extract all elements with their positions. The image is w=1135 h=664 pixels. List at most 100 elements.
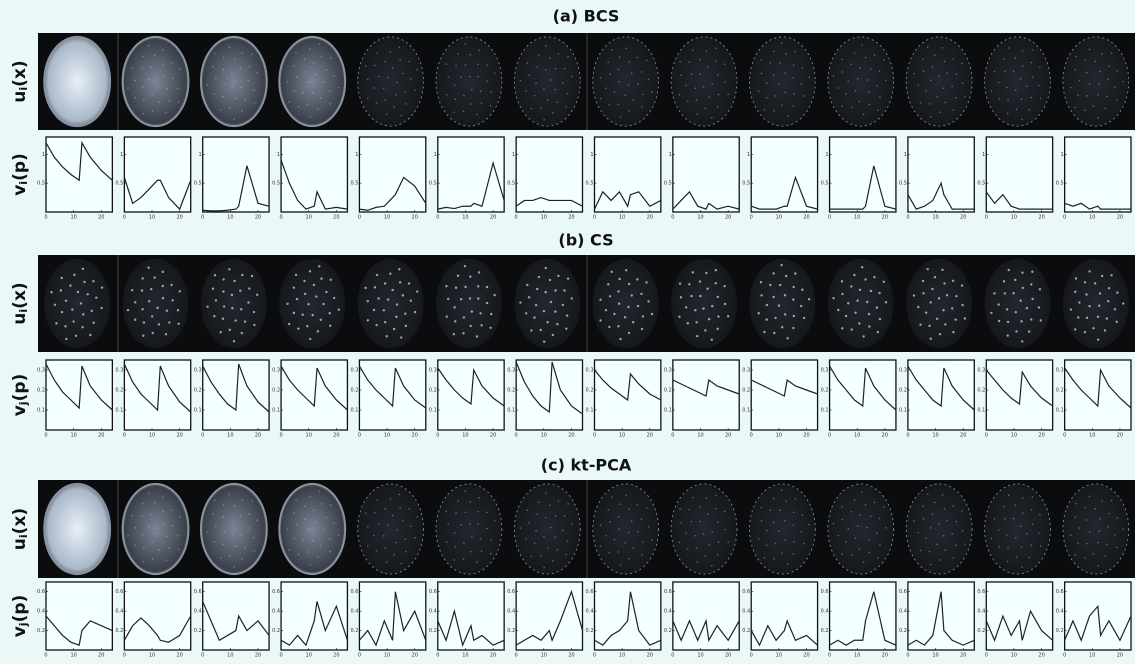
brain-speckle [689,509,691,511]
y-tick-label: 0.2 [272,388,280,394]
x-tick-label: 20 [725,215,731,221]
brain-speckle [65,300,67,302]
label-rest: (x) [10,60,30,87]
x-tick-label: 0 [515,215,518,221]
brain-speckle [691,73,693,75]
plot-frame [1065,360,1131,430]
brain-speckle [295,52,297,54]
y-tick-label: 0.3 [977,368,985,374]
brain-speckle [646,60,648,62]
x-tick-label: 0 [436,215,439,221]
brain-speckle [1108,513,1110,515]
brain-speckle [651,313,653,315]
brain-speckle [166,88,168,90]
brain-speckle [536,66,538,68]
brain-speckle [396,542,398,544]
plot-frame [908,137,974,212]
brain-speckle [1020,525,1022,527]
y-tick-label: 0.1 [507,408,515,414]
brain-speckle [142,334,144,336]
x-tick-label: 10 [384,433,390,439]
brain-speckle [866,527,868,529]
y-tick-label: 0.4 [977,609,985,615]
brain-speckle [619,503,621,505]
brain-speckle [648,526,650,528]
y-tick-label: 0.6 [977,589,985,595]
brain-speckle [367,300,369,302]
brain-speckle [637,504,639,506]
brain-speckle [148,492,150,494]
brain-speckle [765,318,767,320]
brain-image [44,259,110,348]
y-tick-label: 1 [434,152,437,158]
brain-speckle [296,76,298,78]
y-tick-label: 0.6 [664,589,672,595]
brain-speckle [618,551,620,553]
y-tick-label: 0.1 [821,408,829,414]
brain-speckle [540,107,542,109]
y-tick-label: 1 [120,152,123,158]
y-tick-label: 0.6 [1056,589,1064,595]
brain-speckle [571,297,573,299]
brain-image [828,259,894,348]
x-tick-label: 10 [306,215,312,221]
brain-speckle [724,81,726,83]
brain-speckle [229,329,231,331]
brain-speckle [463,316,465,318]
brain-speckle [214,93,216,95]
brain-speckle [214,541,216,543]
brain-speckle [446,94,448,96]
brain-speckle [72,320,74,322]
brain-speckle [628,110,630,112]
plot-frame [359,360,425,430]
brain-speckle [1077,95,1079,97]
plot-frame [46,582,112,650]
x-tick-label: 20 [333,653,339,659]
brain-speckle [469,297,471,299]
x-tick-label: 10 [70,215,76,221]
plot-frame [281,360,347,430]
brain-speckle [1098,83,1100,85]
brain-speckle [387,298,389,300]
x-tick-label: 10 [1089,653,1095,659]
y-tick-label: 0.5 [586,181,594,187]
y-tick-label: 0.5 [664,181,672,187]
brain-speckle [991,90,993,92]
brain-speckle [241,332,243,334]
brain-speckle [54,304,56,306]
brain-speckle [302,92,304,94]
brain-speckle [393,328,395,330]
brain-speckle [378,76,380,78]
brain-speckle [913,294,915,296]
brain-speckle [946,72,948,74]
plot-frame [203,360,269,430]
brain-speckle [800,83,802,85]
x-tick-label: 20 [176,433,182,439]
brain-speckle [528,74,530,76]
brain-speckle [1074,291,1076,293]
brain-speckle [868,104,870,106]
y-tick-label: 0.4 [272,609,280,615]
brain-speckle [784,92,786,94]
brain-speckle [489,327,491,329]
brain-speckle [792,327,794,329]
x-tick-label: 20 [568,653,574,659]
brain-speckle [212,287,214,289]
brain-speckle [399,46,401,48]
brain-speckle [402,294,404,296]
brain-speckle [679,61,681,63]
brain-speckle [802,67,804,69]
y-tick-label: 0.2 [742,628,750,634]
brain-speckle [600,524,602,526]
brain-speckle [61,311,63,313]
x-tick-label: 10 [854,653,860,659]
brain-speckle [61,277,63,279]
brain-image [985,259,1051,348]
brain-speckle [414,89,416,91]
brain-speckle [316,74,318,76]
brain-speckle [620,564,622,566]
x-tick-label: 0 [828,215,831,221]
brain-speckle [73,274,75,276]
x-tick-label: 20 [803,215,809,221]
brain-speckle [702,307,704,309]
